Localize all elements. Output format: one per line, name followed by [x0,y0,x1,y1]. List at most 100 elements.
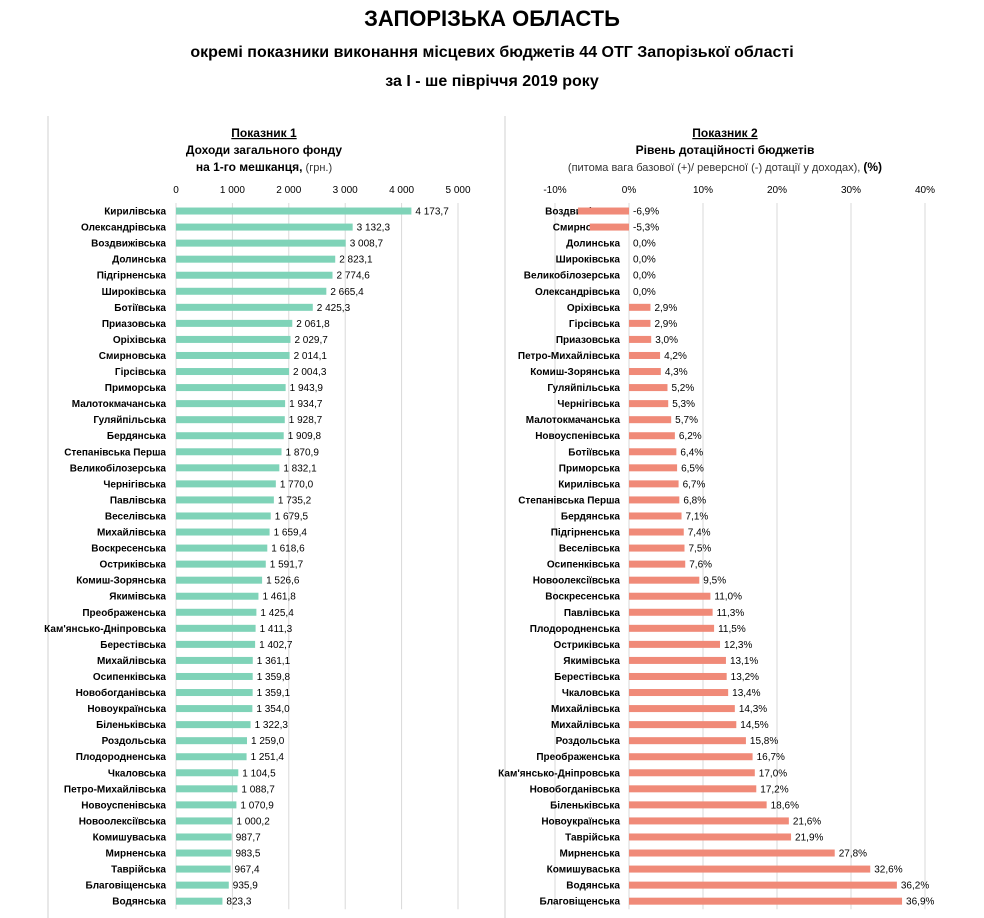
bar [176,496,274,504]
category-label: Оріхівська [113,335,167,346]
category-label: Новоуспенівська [81,800,166,811]
x-tick-label: 3 000 [333,185,358,196]
data-label: 2,9% [654,319,677,330]
category-label: Ботіївська [568,447,620,458]
category-label: Берестівська [554,672,620,683]
category-label: Ботіївська [114,303,166,314]
category-label: Олександрівська [81,223,166,234]
data-label: 1 104,5 [242,768,276,779]
bar [176,897,223,905]
data-label: 18,6% [771,800,799,811]
category-label: Осипенківська [93,672,167,683]
bar [629,560,686,568]
data-label: 1 928,7 [289,415,323,426]
data-label: 5,7% [675,415,698,426]
bar [629,544,685,552]
bar [176,592,259,600]
bar [176,255,336,263]
category-label: Благовіщенська [540,897,621,908]
data-label: 14,3% [739,704,767,715]
category-label: Приморська [105,383,167,394]
chart-subtitle: на 1-го мешканця, (грн.) [196,160,332,174]
data-label: 1 770,0 [280,479,314,490]
bar [176,785,238,793]
data-label: 1 943,9 [290,383,324,394]
bar [176,576,263,584]
bar [629,319,651,327]
bar [629,897,903,905]
category-label: Павлівська [110,495,167,506]
category-label: Чернігівська [103,479,166,490]
bar [629,400,669,408]
category-label: Новоукраїнська [541,816,620,827]
bar [629,721,737,729]
category-label: Якимівська [563,656,620,667]
data-label: 935,9 [233,881,258,892]
data-label: 5,3% [672,399,695,410]
category-label: Мирненська [559,849,620,860]
category-label: Плодородненська [76,752,167,763]
bar [176,608,257,616]
bar [176,303,313,311]
data-label: 1 359,1 [257,688,291,699]
category-label: Новобогданівська [76,687,167,699]
data-label: 2,9% [654,303,677,314]
bar [176,271,333,279]
bar [629,705,735,713]
category-label: Великобілозерська [70,462,167,474]
data-label: 27,8% [839,849,867,860]
data-label: 1 618,6 [271,544,305,555]
category-label: Біленьківська [550,800,620,811]
data-label: 1 354,0 [256,704,290,715]
category-label: Якимівська [109,592,166,603]
x-tick-label: -10% [543,185,566,196]
bar [629,368,661,376]
bar [176,801,237,809]
bar [176,335,291,343]
category-label: Веселівська [559,544,621,555]
bar [629,576,700,584]
category-label: Степанівська Перша [518,495,620,506]
bar [629,335,652,343]
category-label: Берестівська [100,640,166,651]
chart-title-label: Показник 2 [692,126,758,140]
data-label: 16,7% [757,752,785,763]
bar [176,319,293,327]
bar [577,207,629,215]
data-label: 0,0% [633,271,656,282]
x-tick-label: 1 000 [220,185,245,196]
data-label: 13,1% [730,656,758,667]
bar [176,833,232,841]
bar [629,689,729,697]
category-label: Чкаловська [108,768,167,779]
bar [176,480,276,488]
category-label: Осипенківська [547,560,621,571]
bar [629,351,661,359]
data-label: 13,2% [731,672,759,683]
bar [176,737,248,745]
bar [629,881,897,889]
category-label: Великобілозерська [524,270,621,282]
data-label: 1 679,5 [275,511,309,522]
chart-subtitle-bold: на 1-го мешканця, [196,160,303,174]
bar [176,351,290,359]
chart-title: Доходи загального фонду [186,143,343,157]
x-tick-label: 2 000 [276,185,301,196]
data-label: 0,0% [633,287,656,298]
category-label: Комишуваська [93,832,167,843]
data-label: 7,1% [686,511,709,522]
category-label: Приморська [559,463,621,474]
bar [176,865,231,873]
category-label: Преображенська [536,751,620,763]
data-label: 4,3% [665,367,688,378]
bar [176,207,412,215]
data-label: 987,7 [236,832,261,843]
category-label: Чкаловська [562,688,621,699]
chart-subtitle-note: (питома вага базової (+)/ реверсної (-) … [568,162,863,174]
bar [176,640,256,648]
bar [629,753,753,761]
data-label: 0,0% [633,239,656,250]
bar [176,528,270,536]
chart-title: Рівень дотаційності бюджетів [636,143,815,157]
